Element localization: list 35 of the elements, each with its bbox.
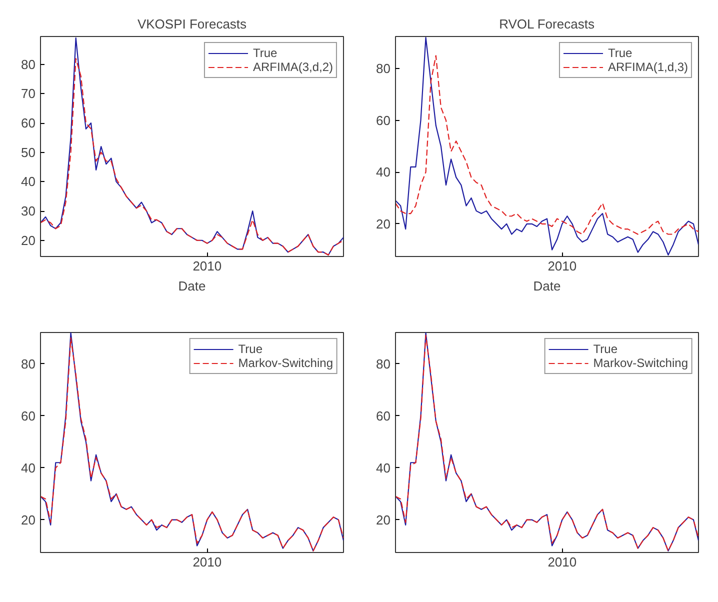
y-tick-label: 50 (21, 144, 36, 160)
x-tick-label: 2010 (548, 554, 577, 570)
y-tick-label: 60 (376, 408, 391, 424)
chart-title: VKOSPI Forecasts (137, 16, 248, 32)
y-tick-label: 60 (21, 116, 36, 131)
x-axis-title: Date (533, 278, 561, 294)
legend-label: ARFIMA(3,d,2) (252, 60, 333, 74)
x-tick-label: 2010 (192, 258, 222, 274)
y-tick-label: 80 (376, 61, 391, 76)
legend-label: True (252, 46, 278, 60)
y-tick-label: 80 (21, 56, 36, 72)
y-tick-label: 30 (21, 204, 36, 219)
y-tick-label: 20 (21, 512, 36, 528)
y-tick-label: 20 (21, 232, 36, 248)
y-tick-label: 40 (21, 460, 36, 476)
x-axis-title: Date (178, 278, 206, 294)
y-tick-label: 60 (21, 408, 36, 424)
y-tick-label: 40 (376, 164, 391, 180)
y-tick-label: 80 (376, 356, 391, 372)
y-tick-label: 60 (376, 112, 391, 128)
legend-label: Markov-Switching (593, 356, 688, 370)
legend-label: True (238, 342, 263, 356)
x-tick-label: 2010 (192, 554, 222, 570)
x-tick-label: 2010 (548, 258, 577, 274)
legend-label: ARFIMA(1,d,3) (608, 60, 688, 74)
legend-label: True (608, 46, 632, 60)
legend-label: True (593, 342, 618, 356)
y-tick-label: 70 (21, 86, 36, 102)
y-tick-label: 80 (21, 356, 36, 372)
y-tick-label: 20 (376, 216, 391, 232)
y-tick-label: 40 (376, 460, 391, 476)
chart-title: RVOL Forecasts (499, 16, 595, 32)
y-tick-label: 40 (21, 174, 36, 190)
legend-label: Markov-Switching (238, 356, 333, 370)
y-tick-label: 20 (376, 512, 391, 528)
